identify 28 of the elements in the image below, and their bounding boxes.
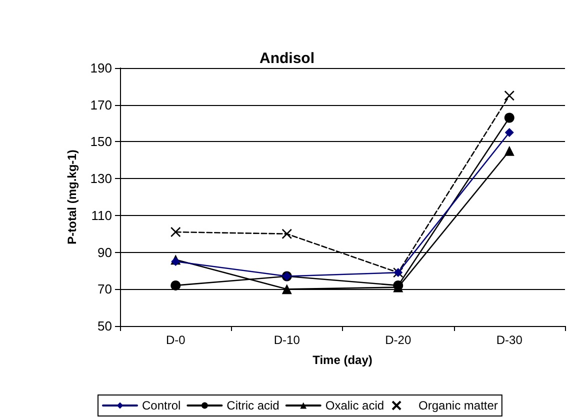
point — [170, 226, 181, 238]
point — [504, 146, 514, 156]
y-tick-label: 170 — [90, 97, 112, 112]
legend-label: Oxalic acid — [325, 398, 384, 412]
x-tick-label: D-20 — [385, 333, 412, 347]
point — [282, 284, 292, 294]
point — [504, 90, 515, 101]
point — [171, 257, 180, 266]
y-tick-label: 130 — [90, 171, 112, 186]
y-tick-label: 150 — [90, 134, 112, 150]
y-tick-label: 110 — [91, 208, 112, 223]
point — [504, 112, 514, 123]
point — [504, 128, 514, 137]
legend-label: Citric acid — [226, 398, 280, 412]
x-axis-title: Time (day) — [312, 353, 372, 367]
point — [282, 228, 292, 240]
y-tick-label: 50 — [98, 318, 112, 334]
point — [170, 280, 181, 290]
y-tick-label: 70 — [98, 282, 112, 297]
y-tick-label: 90 — [98, 244, 112, 260]
legend-label: Organic matter — [418, 398, 498, 412]
legend-label: Control — [142, 398, 181, 412]
y-tick-label: 190 — [90, 60, 112, 76]
x-tick-label: D-0 — [166, 333, 186, 347]
chart-title: Andisol — [260, 50, 314, 67]
y-axis-title: P-total (mg.kg-1) — [65, 150, 79, 244]
x-tick-label: D-30 — [496, 333, 523, 347]
x-tick-label: D-10 — [274, 333, 300, 347]
